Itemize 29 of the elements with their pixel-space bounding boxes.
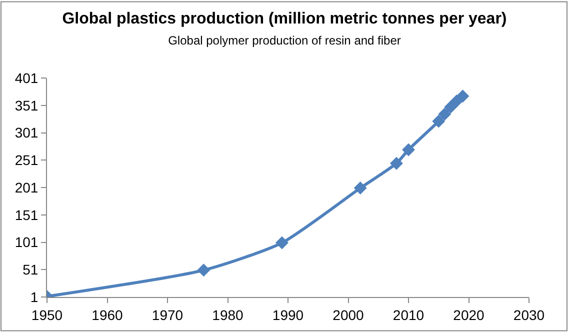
point bbox=[402, 143, 415, 156]
point bbox=[390, 156, 403, 170]
chart-title: Global plastics production (million metric tonnes per year) bbox=[62, 10, 507, 28]
x-tick-label: 2000 bbox=[332, 306, 364, 323]
y-tick-label: 151 bbox=[14, 206, 38, 223]
point bbox=[456, 90, 470, 103]
point bbox=[432, 114, 446, 128]
point bbox=[354, 182, 367, 195]
chart-subtitle: Global polymer production of resin and fiber bbox=[168, 33, 401, 48]
y-tick-label: 301 bbox=[14, 124, 38, 141]
x-tick-label: 1990 bbox=[272, 306, 304, 323]
y-tick-label: 1 bbox=[30, 288, 38, 305]
y-tick-label: 51 bbox=[22, 262, 38, 278]
y-tick-label: 201 bbox=[14, 179, 38, 196]
x-tick-label: 1950 bbox=[31, 306, 63, 323]
x-tick-label: 1980 bbox=[212, 306, 244, 323]
y-tick-label: 351 bbox=[14, 97, 38, 114]
x-tick-label: 1960 bbox=[92, 306, 124, 323]
y-tick-label: 251 bbox=[14, 152, 38, 168]
x-tick-label: 2010 bbox=[392, 306, 424, 323]
y-tick-label: 101 bbox=[14, 234, 38, 250]
point bbox=[438, 108, 452, 121]
point bbox=[197, 264, 210, 277]
x-tick-label: 2020 bbox=[453, 306, 485, 323]
y-tick-label: 401 bbox=[14, 70, 38, 86]
x-tick-label: 1970 bbox=[152, 306, 184, 323]
point bbox=[275, 236, 288, 250]
x-tick-label: 2030 bbox=[513, 306, 545, 323]
point bbox=[444, 100, 458, 114]
